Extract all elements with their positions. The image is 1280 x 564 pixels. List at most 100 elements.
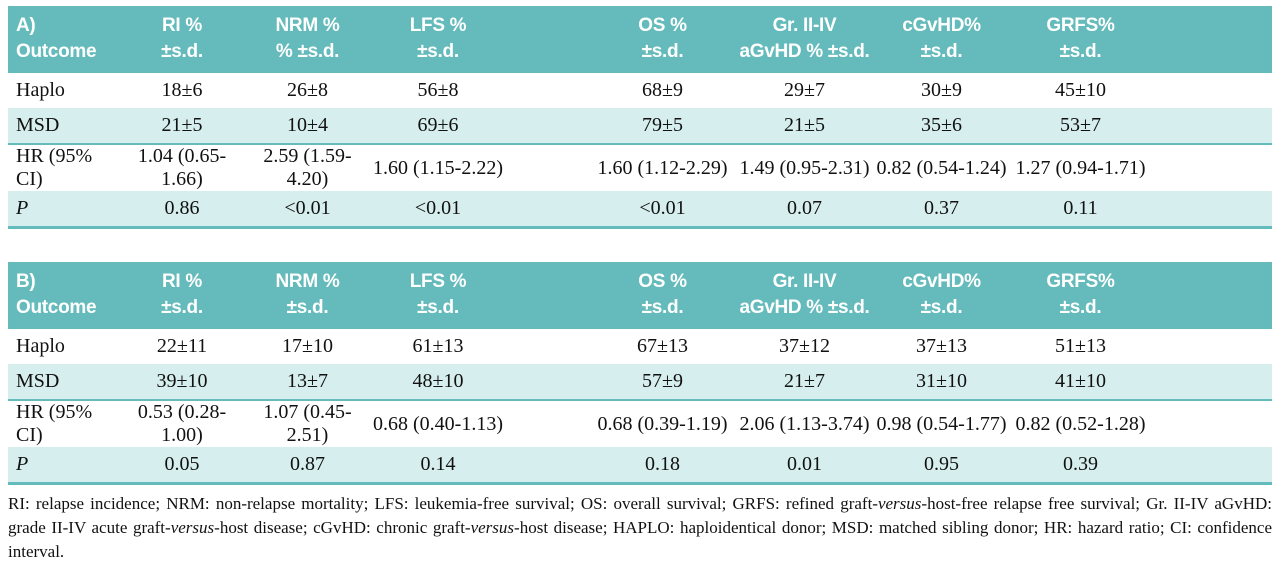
row-label: Haplo [8,329,120,364]
column-header-line2: ±s.d. [920,41,963,62]
column-header-line2: ±s.d. [161,297,203,318]
value-cell: 0.68 (0.40-1.13) [371,400,550,447]
column-header-line2: ±s.d. [417,41,459,62]
value-cell: 56±8 [371,73,550,108]
row-label: HR (95% CI) [8,400,120,447]
value-cell: 1.60 (1.12-2.29) [550,144,735,191]
value-cell: <0.01 [550,191,735,229]
table-row-p: P 0.05 0.87 0.14 0.18 0.01 0.95 0.39 [8,447,1272,485]
row-label: P [8,447,120,485]
table-title-text: A) Outcome [16,15,97,62]
column-header-line1: OS % [638,15,687,36]
value-cell: 2.59 (1.59-4.20) [244,144,371,191]
value-cell: 51±13 [1009,329,1272,364]
value-cell: 21±5 [120,108,244,145]
column-header-nrm: NRM % ±s.d. [244,262,371,329]
column-header-line2: ±s.d. [1059,41,1102,62]
value-cell: 0.87 [244,447,371,485]
column-header-line1: cGvHD% [902,15,981,36]
outcome-table-b: B) Outcome RI % ±s.d. NRM % ±s.d. LFS % ±s.… [8,262,1272,485]
column-header-line2: ±s.d. [417,297,459,318]
column-header-line2: aGvHD % ±s.d. [739,297,870,318]
value-cell: 0.68 (0.39-1.19) [550,400,735,447]
value-cell: 39±10 [120,364,244,401]
value-cell: 0.82 (0.54-1.24) [874,144,1009,191]
column-header-line2: ±s.d. [641,297,684,318]
column-header-cgvhd: cGvHD% ±s.d. [874,262,1009,329]
value-cell: 26±8 [244,73,371,108]
value-cell: 0.18 [550,447,735,485]
column-header-line2: ±s.d. [1059,297,1102,318]
value-cell: 1.60 (1.15-2.22) [371,144,550,191]
value-cell: 0.11 [1009,191,1272,229]
value-cell: 37±12 [735,329,874,364]
value-cell: 1.27 (0.94-1.71) [1009,144,1272,191]
value-cell: 41±10 [1009,364,1272,401]
value-cell: 29±7 [735,73,874,108]
value-cell: 0.95 [874,447,1009,485]
footnote: RI: relapse incidence; NRM: non-relapse … [8,492,1272,564]
value-cell: 10±4 [244,108,371,145]
column-header-line1: LFS % [409,15,467,36]
column-header-line1: Gr. II-IV [772,15,837,36]
value-cell: 48±10 [371,364,550,401]
value-cell: 0.07 [735,191,874,229]
value-cell: <0.01 [371,191,550,229]
row-label: HR (95% CI) [8,144,120,191]
column-header-line2: ±s.d. [286,297,329,318]
value-cell: 79±5 [550,108,735,145]
value-cell: 1.07 (0.45-2.51) [244,400,371,447]
column-header-ri: RI % ±s.d. [120,262,244,329]
footnote-segment: RI: relapse incidence; NRM: non-relapse … [8,494,878,513]
column-header-line1: GRFS% [1046,15,1115,36]
value-cell: 0.37 [874,191,1009,229]
footnote-segment: versus [470,518,515,537]
table-b-title: B) Outcome [8,262,120,329]
column-header-os: OS % ±s.d. [550,6,735,73]
value-cell: 69±6 [371,108,550,145]
column-header-line1: NRM % [275,271,340,292]
column-header-line1: RI % [162,271,202,292]
column-header-line2: ±s.d. [161,41,203,62]
value-cell: 0.86 [120,191,244,229]
footnote-segment: -host disease; cGvHD: chronic graft- [214,518,471,537]
footnote-segment: versus [877,494,922,513]
value-cell: 31±10 [874,364,1009,401]
value-cell: 57±9 [550,364,735,401]
header-row: B) Outcome RI % ±s.d. NRM % ±s.d. LFS % ±s.… [8,262,1272,329]
figure-sheet: A) Outcome RI % ±s.d. NRM % % ±s.d. LFS % ±… [0,6,1280,561]
value-cell: 17±10 [244,329,371,364]
column-header-lfs: LFS % ±s.d. [371,6,550,73]
column-header-line1: Gr. II-IV [772,271,837,292]
column-header-agvhd: Gr. II-IV aGvHD % ±s.d. [735,6,874,73]
column-header-ri: RI % ±s.d. [120,6,244,73]
row-label: MSD [8,364,120,401]
value-cell: 2.06 (1.13-3.74) [735,400,874,447]
table-row-hr: HR (95% CI) 1.04 (0.65-1.66) 2.59 (1.59-… [8,144,1272,191]
header-row: A) Outcome RI % ±s.d. NRM % % ±s.d. LFS % ±… [8,6,1272,73]
column-header-grfs: GRFS% ±s.d. [1009,262,1272,329]
row-label: Haplo [8,73,120,108]
table-row-haplo: Haplo 22±11 17±10 61±13 67±13 37±12 37±1… [8,329,1272,364]
column-header-line2: aGvHD % ±s.d. [739,41,870,62]
column-header-agvhd: Gr. II-IV aGvHD % ±s.d. [735,262,874,329]
value-cell: 0.53 (0.28-1.00) [120,400,244,447]
column-header-nrm: NRM % % ±s.d. [244,6,371,73]
footnote-segment: versus [170,518,215,537]
column-header-line2: ±s.d. [641,41,684,62]
value-cell: 0.82 (0.52-1.28) [1009,400,1272,447]
column-header-cgvhd: cGvHD% ±s.d. [874,6,1009,73]
column-header-line2: % ±s.d. [275,41,340,62]
value-cell: 21±5 [735,108,874,145]
table-row-p: P 0.86 <0.01 <0.01 <0.01 0.07 0.37 0.11 [8,191,1272,229]
value-cell: 0.98 (0.54-1.77) [874,400,1009,447]
value-cell: 37±13 [874,329,1009,364]
column-header-line1: NRM % [275,15,340,36]
row-label: MSD [8,108,120,145]
value-cell: <0.01 [244,191,371,229]
value-cell: 30±9 [874,73,1009,108]
value-cell: 1.04 (0.65-1.66) [120,144,244,191]
column-header-line1: GRFS% [1046,271,1115,292]
value-cell: 68±9 [550,73,735,108]
value-cell: 0.14 [371,447,550,485]
